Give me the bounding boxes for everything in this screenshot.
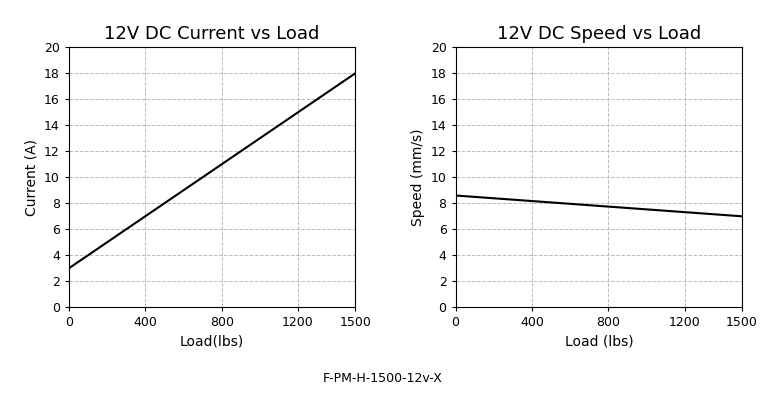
Y-axis label: Current (A): Current (A) — [24, 139, 38, 216]
Text: F-PM-H-1500-12v-X: F-PM-H-1500-12v-X — [323, 372, 442, 385]
Y-axis label: Speed (mm/s): Speed (mm/s) — [411, 128, 425, 226]
Title: 12V DC Speed vs Load: 12V DC Speed vs Load — [496, 25, 701, 43]
Title: 12V DC Current vs Load: 12V DC Current vs Load — [104, 25, 320, 43]
X-axis label: Load(lbs): Load(lbs) — [180, 335, 244, 349]
X-axis label: Load (lbs): Load (lbs) — [565, 335, 633, 349]
